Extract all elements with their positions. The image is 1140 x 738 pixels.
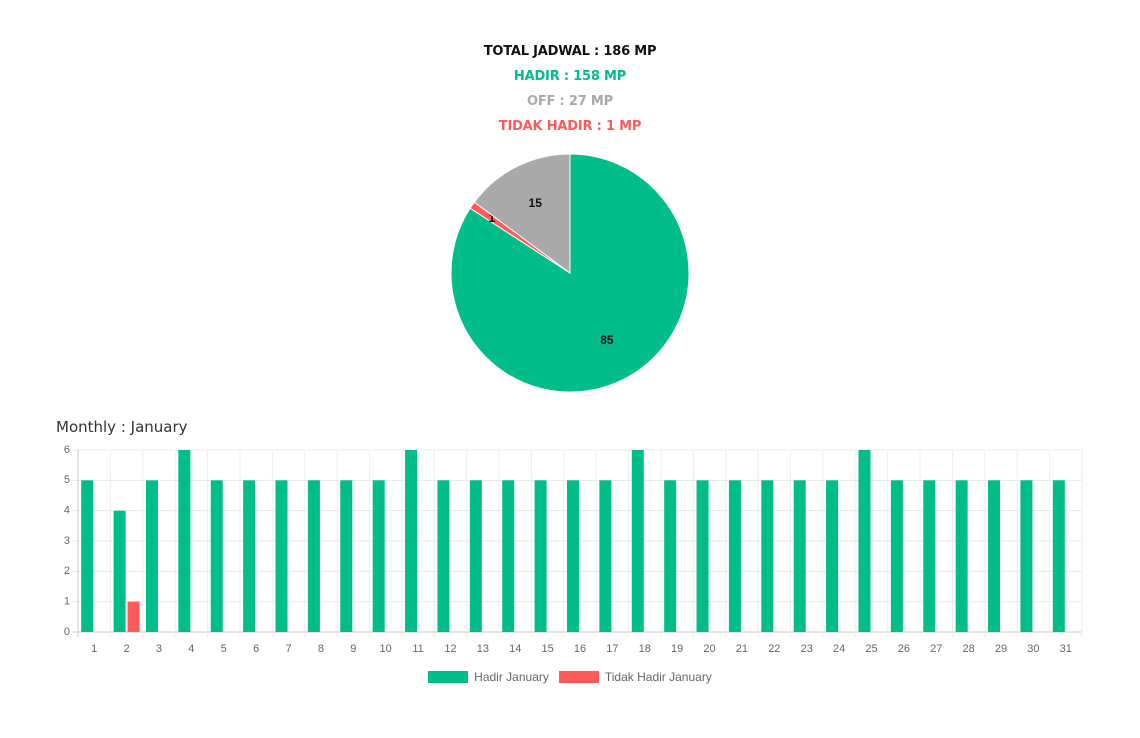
hadir-label: HADIR : 158 MP xyxy=(513,69,627,84)
bar-hadir[interactable] xyxy=(81,480,94,632)
legend-label-tidak-hadir: Tidak Hadir January xyxy=(604,670,712,684)
x-tick-label: 14 xyxy=(509,643,521,655)
bar-hadir[interactable] xyxy=(955,480,968,632)
x-tick-label: 18 xyxy=(639,643,651,655)
bar-hadir[interactable] xyxy=(599,480,612,632)
bar-hadir[interactable] xyxy=(1020,480,1033,632)
bar-hadir[interactable] xyxy=(923,480,936,632)
bar-hadir[interactable] xyxy=(988,480,1001,632)
pie-slice-2[interactable] xyxy=(473,153,571,274)
bar-hadir[interactable] xyxy=(1052,480,1065,632)
x-tick-label: 12 xyxy=(444,643,456,655)
x-tick-label: 2 xyxy=(124,643,130,655)
bar-hadir[interactable] xyxy=(178,450,191,632)
legend-swatch-tidak-hadir xyxy=(558,671,599,683)
pie-data-label-0: 85 xyxy=(600,333,614,347)
x-tick-label: 5 xyxy=(221,643,227,655)
bar-hadir[interactable] xyxy=(728,480,741,632)
pie-data-label-1: 1 xyxy=(488,211,495,225)
bar-hadir[interactable] xyxy=(826,480,839,632)
bar-hadir[interactable] xyxy=(340,480,353,632)
legend-swatch-hadir xyxy=(428,671,469,683)
x-tick-label: 6 xyxy=(253,643,259,655)
x-tick-label: 7 xyxy=(285,643,291,655)
attendance-pie-chart: 85 1 15 xyxy=(450,153,690,393)
x-tick-label: 3 xyxy=(156,643,162,655)
y-tick-label: 0 xyxy=(64,626,70,638)
y-tick-label: 1 xyxy=(64,596,70,608)
bar-hadir[interactable] xyxy=(631,450,644,632)
bar-hadir[interactable] xyxy=(243,480,256,632)
y-tick-label: 4 xyxy=(64,505,70,517)
x-tick-label: 9 xyxy=(350,643,356,655)
bar-hadir[interactable] xyxy=(502,480,515,632)
bar-hadir[interactable] xyxy=(890,480,903,632)
x-tick-label: 13 xyxy=(477,643,489,655)
x-tick-label: 25 xyxy=(865,643,877,655)
x-tick-label: 31 xyxy=(1060,643,1072,655)
x-tick-label: 11 xyxy=(412,643,423,655)
x-tick-label: 30 xyxy=(1027,643,1039,655)
total-jadwal-label: TOTAL JADWAL : 186 MP xyxy=(483,44,657,59)
bar-hadir[interactable] xyxy=(275,480,288,632)
bar-hadir[interactable] xyxy=(793,480,806,632)
x-tick-label: 20 xyxy=(703,643,715,655)
x-tick-label: 23 xyxy=(801,643,813,655)
pie-data-label-2: 15 xyxy=(529,196,543,210)
bar-hadir[interactable] xyxy=(858,450,871,632)
bar-hadir[interactable] xyxy=(761,480,774,632)
bar-hadir[interactable] xyxy=(113,510,126,632)
bar-hadir[interactable] xyxy=(372,480,385,632)
bar-hadir[interactable] xyxy=(437,480,450,632)
bar-hadir[interactable] xyxy=(664,480,677,632)
x-tick-label: 4 xyxy=(188,643,194,655)
bar-hadir[interactable] xyxy=(696,480,709,632)
x-tick-label: 28 xyxy=(963,643,975,655)
tidak-hadir-label: TIDAK HADIR : 1 MP xyxy=(498,119,642,134)
x-tick-label: 1 xyxy=(91,643,97,655)
x-tick-label: 27 xyxy=(930,643,942,655)
y-tick-label: 2 xyxy=(64,565,70,577)
y-tick-label: 5 xyxy=(64,474,70,486)
x-tick-label: 8 xyxy=(318,643,324,655)
legend-item-hadir[interactable]: Hadir January xyxy=(428,670,549,684)
bar-hadir[interactable] xyxy=(469,480,482,632)
legend-item-tidak-hadir[interactable]: Tidak Hadir January xyxy=(558,670,712,684)
bar-hadir[interactable] xyxy=(145,480,158,632)
x-tick-label: 10 xyxy=(380,643,392,655)
x-tick-label: 19 xyxy=(671,643,683,655)
bar-hadir[interactable] xyxy=(405,450,418,632)
x-tick-label: 29 xyxy=(995,643,1007,655)
x-tick-label: 26 xyxy=(898,643,910,655)
x-tick-label: 15 xyxy=(541,643,553,655)
bar-hadir[interactable] xyxy=(534,480,547,632)
x-tick-label: 21 xyxy=(736,643,748,655)
bar-hadir[interactable] xyxy=(210,480,223,632)
off-label: OFF : 27 MP xyxy=(527,94,613,109)
bar-chart-legend: Hadir January Tidak Hadir January xyxy=(0,670,1140,684)
bar-tidak-hadir[interactable] xyxy=(127,601,140,632)
bar-hadir[interactable] xyxy=(307,480,320,632)
legend-label-hadir: Hadir January xyxy=(474,670,549,684)
bar-hadir[interactable] xyxy=(567,480,579,632)
x-tick-label: 24 xyxy=(833,643,845,655)
x-tick-label: 16 xyxy=(574,643,586,655)
x-tick-label: 22 xyxy=(768,643,780,655)
y-tick-label: 6 xyxy=(64,444,70,456)
x-tick-label: 17 xyxy=(606,643,618,655)
y-tick-label: 3 xyxy=(64,535,70,547)
monthly-chart-title: Monthly : January xyxy=(56,418,188,436)
